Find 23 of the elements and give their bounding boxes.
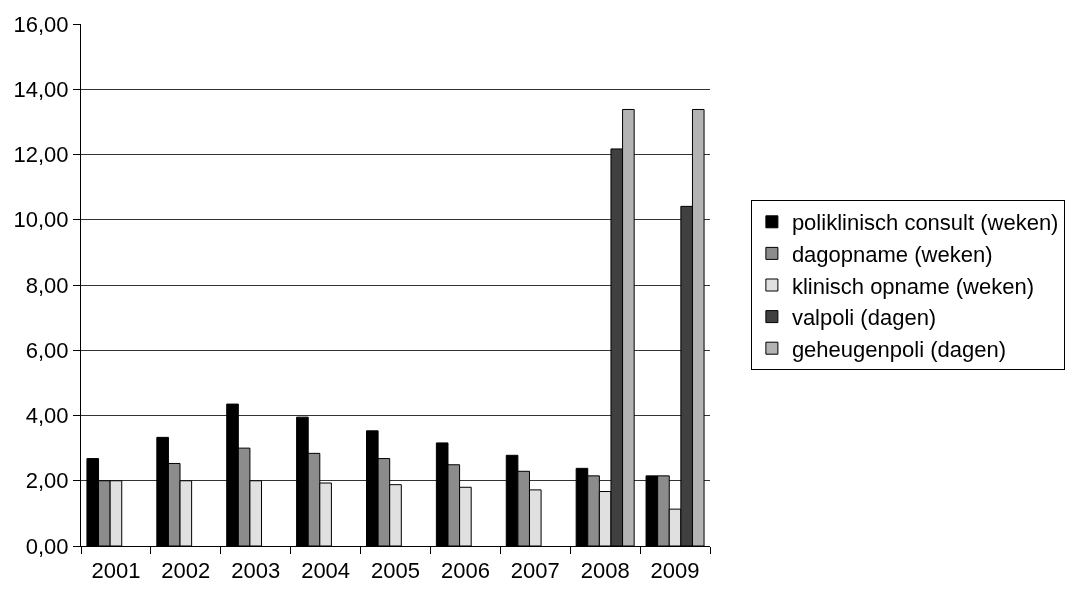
legend-label: valpoli (dagen)	[791, 305, 937, 331]
y-tick-label: 10,00	[13, 207, 69, 233]
y-tick-label: 14,00	[13, 76, 69, 102]
legend-label: poliklinisch consult (weken)	[791, 210, 1059, 236]
x-tick-label: 2001	[91, 558, 141, 584]
x-tick-label: 2005	[371, 558, 420, 584]
x-tick-label: 2006	[440, 558, 490, 584]
y-tick-label: 0,00	[25, 533, 69, 559]
x-tick-label: 2002	[161, 558, 211, 584]
legend-label: geheugenpoli (dagen)	[791, 336, 1006, 362]
y-tick-label: 2,00	[25, 468, 69, 494]
legend-label: klinisch opname (weken)	[791, 273, 1034, 299]
y-tick-label: 6,00	[25, 337, 69, 363]
legend-label: dagopname (weken)	[791, 241, 993, 267]
x-tick-label: 2004	[301, 558, 351, 584]
x-tick-label: 2007	[510, 558, 560, 584]
y-tick-label: 16,00	[13, 11, 69, 37]
y-tick-label: 8,00	[25, 272, 69, 298]
x-tick-label: 2008	[580, 558, 630, 584]
y-tick-label: 12,00	[13, 142, 69, 168]
x-tick-label: 2009	[650, 558, 700, 584]
y-tick-label: 4,00	[25, 403, 69, 429]
x-tick-label: 2003	[231, 558, 281, 584]
